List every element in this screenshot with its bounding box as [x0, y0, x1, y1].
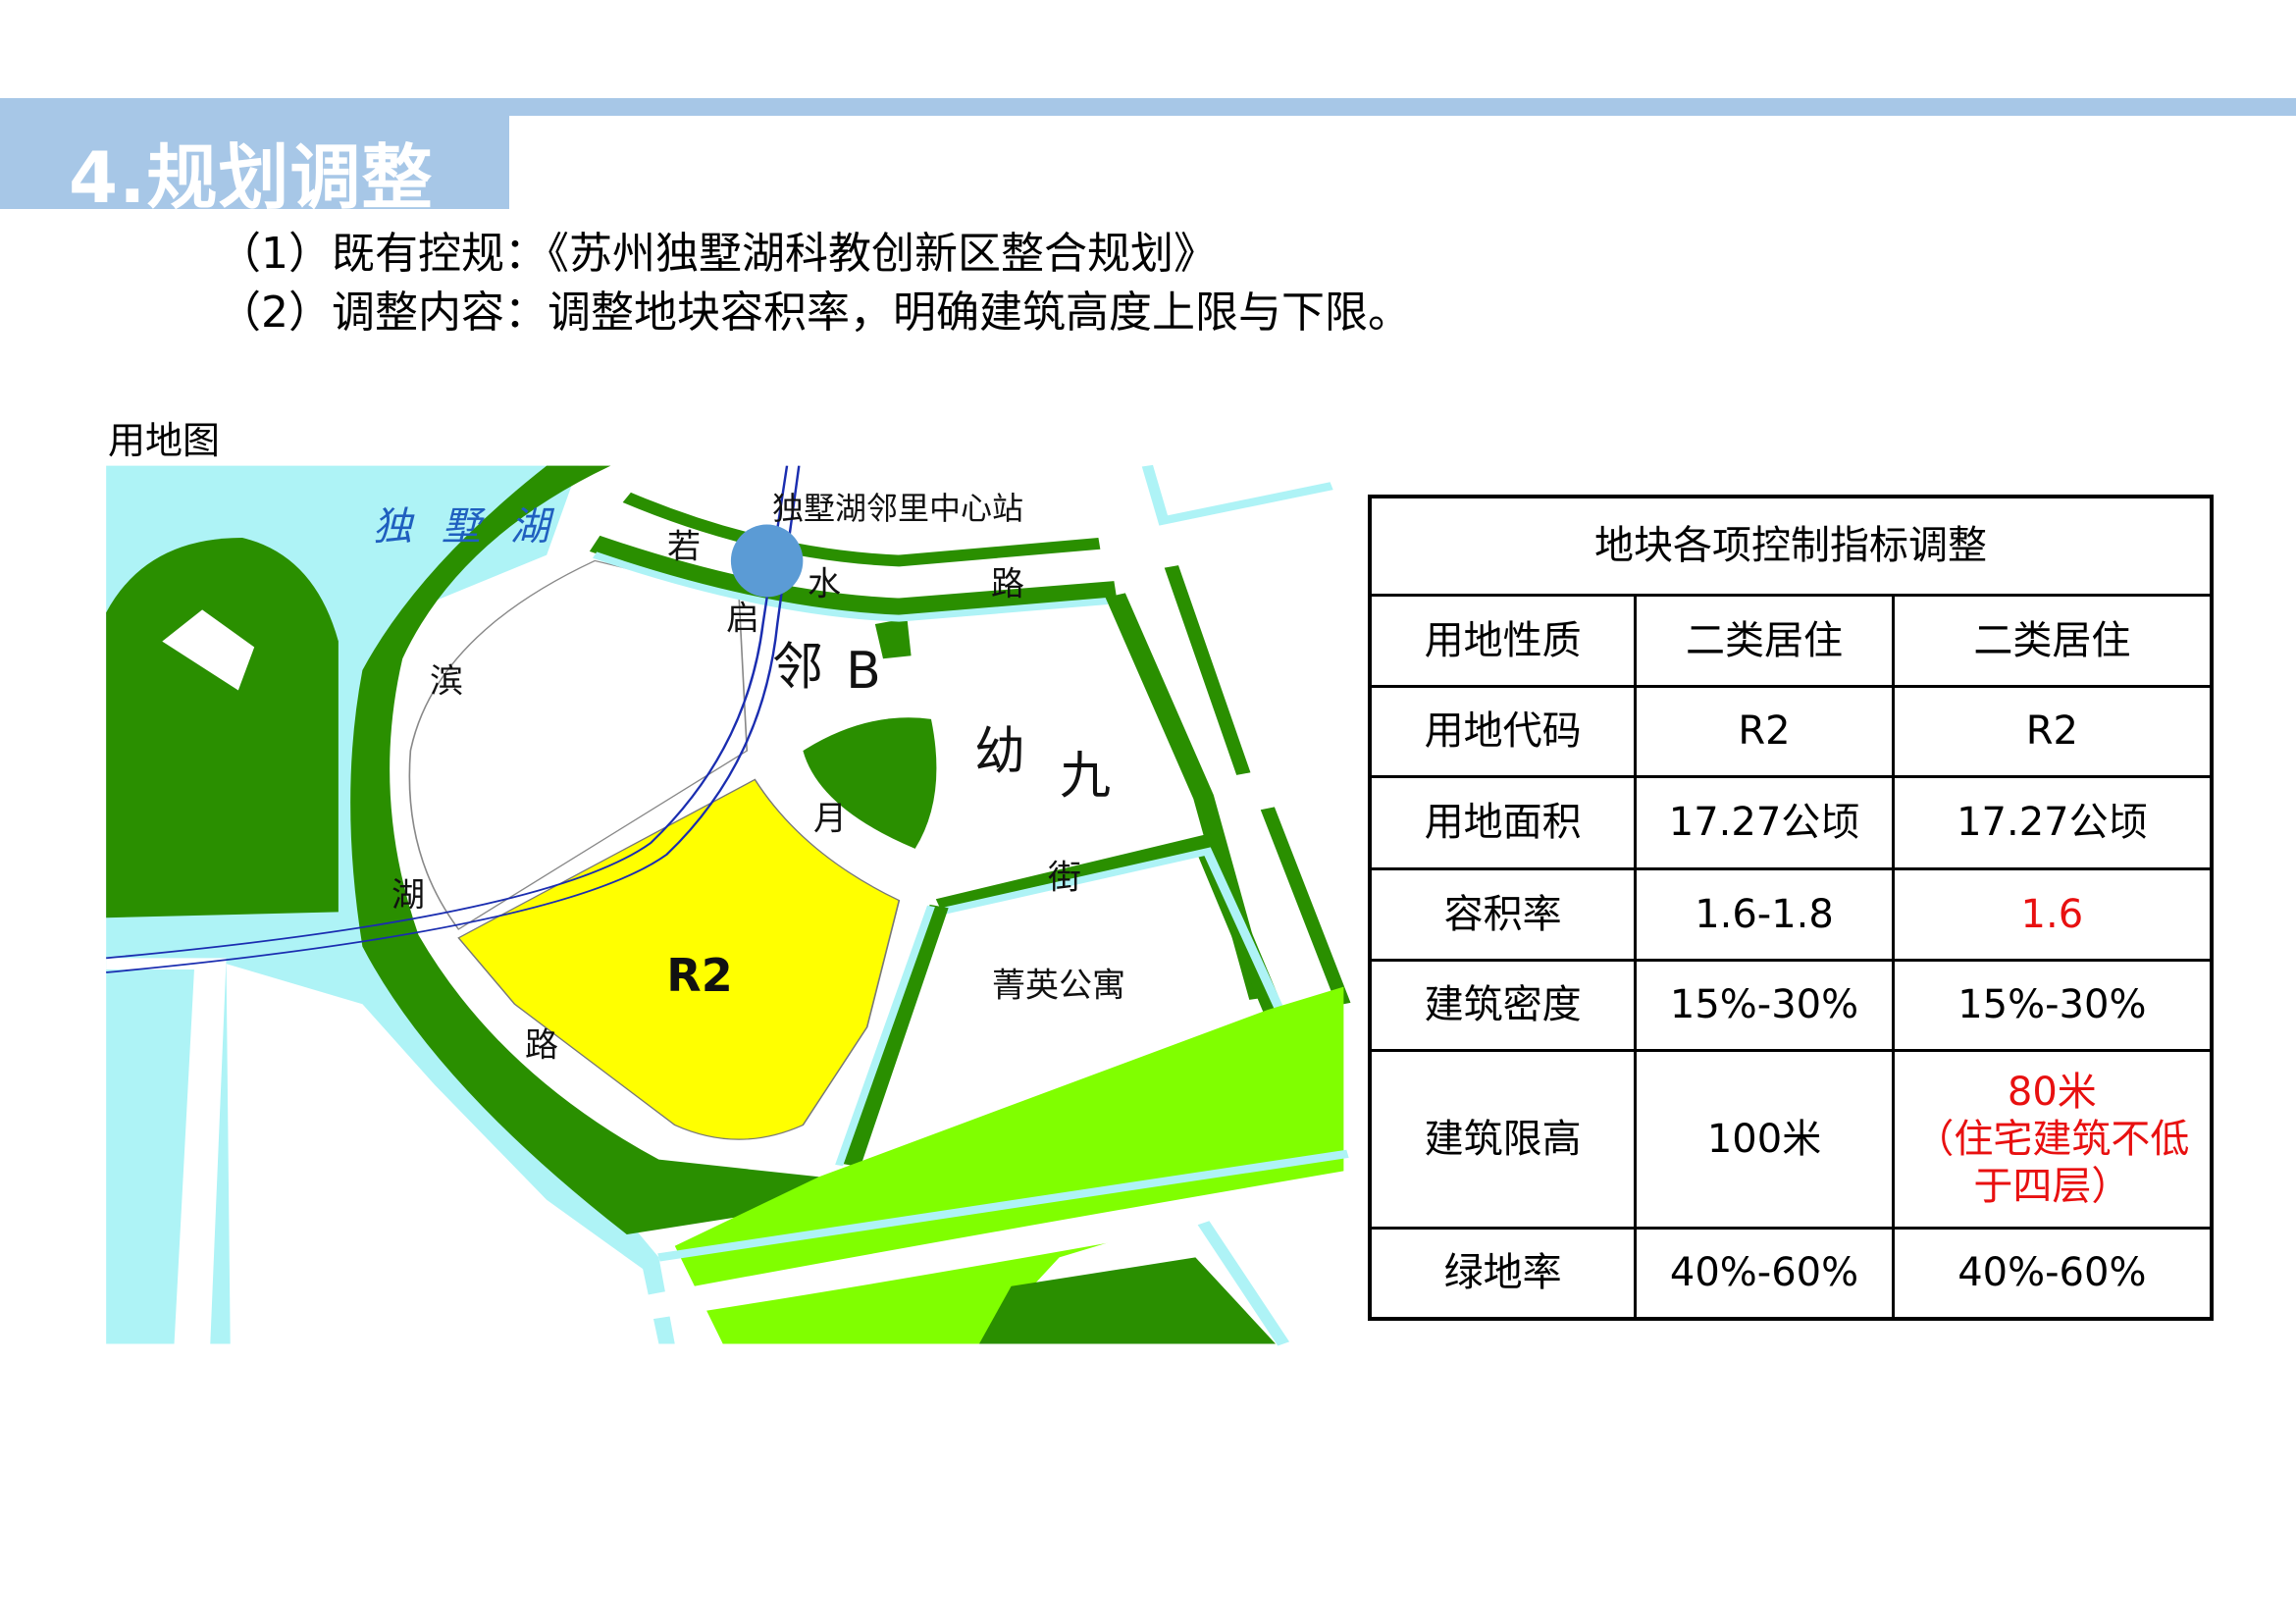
parcel-label: 九 — [1059, 747, 1112, 807]
after-value: 15%-30% — [1891, 958, 2214, 1052]
parcel-label: 菁英公寓 — [992, 966, 1125, 1006]
parcel-label: 幼 — [973, 722, 1026, 782]
water-lower — [226, 964, 659, 1344]
road-char: 启 — [726, 599, 759, 639]
header-bar — [0, 98, 2296, 116]
row-label: 用地面积 — [1368, 774, 1638, 870]
water-strip-left — [106, 958, 227, 1344]
island-green — [106, 538, 339, 918]
title-block — [0, 116, 509, 209]
road-char: 湖 — [391, 875, 425, 916]
neighbour-green — [874, 618, 912, 659]
road-char: 水 — [808, 564, 841, 604]
table-row: 用地面积 17.27公顷 17.27公顷 — [1368, 774, 2214, 870]
south-road-edge — [657, 1149, 1349, 1262]
row-label: 建筑限高 — [1368, 1048, 1638, 1230]
parcel-label: 邻 — [771, 638, 824, 698]
station-label: 独墅湖邻里中心站 — [771, 490, 1024, 527]
page-title: 4.规划调整 — [69, 136, 434, 219]
island-building — [162, 609, 255, 691]
road-edge-south-water — [835, 905, 935, 1167]
height-limit: 80米 — [2007, 1069, 2097, 1115]
south-green — [978, 1257, 1276, 1344]
height-note: （住宅建筑不低于四层） — [1914, 1116, 2190, 1209]
road-edge-far-east2 — [1164, 565, 1351, 1006]
before-value: 15%-30% — [1634, 958, 1895, 1052]
before-value: 100米 — [1634, 1048, 1895, 1230]
row-label: 绿地率 — [1368, 1226, 1638, 1321]
after-value: 1.6 — [1891, 866, 2214, 962]
row-label: 容积率 — [1368, 866, 1638, 962]
table-row: 用地代码 R2 R2 — [1368, 684, 2214, 778]
map-graphic — [106, 464, 1351, 1346]
park-green — [674, 986, 1344, 1344]
canal-south — [1197, 1221, 1290, 1346]
parcel-label: B — [846, 642, 881, 701]
center-green — [803, 717, 937, 849]
before-value: 17.27公顷 — [1634, 774, 1895, 870]
road-char: 路 — [525, 1025, 558, 1066]
lake-label: 独墅湖 — [373, 504, 579, 550]
row-label: 用地性质 — [1368, 593, 1638, 688]
road-edge-far-east — [1141, 464, 1333, 526]
table-row: 用地性质 二类居住 二类居住 — [1368, 593, 2214, 688]
after-value: 80米 （住宅建筑不低于四层） — [1891, 1048, 2214, 1230]
r2-label: R2 — [666, 949, 733, 1002]
table-row: 容积率 1.6-1.8 1.6 — [1368, 866, 2214, 962]
after-value: R2 — [1891, 684, 2214, 778]
south-road — [394, 1171, 1344, 1344]
table-row: 建筑密度 15%-30% 15%-30% — [1368, 958, 2214, 1052]
road-char: 滨 — [430, 661, 463, 702]
table-row: 建筑限高 100米 80米 （住宅建筑不低于四层） — [1368, 1048, 2214, 1230]
after-value: 40%-60% — [1891, 1226, 2214, 1321]
map-caption: 用地图 — [108, 419, 221, 462]
before-value: R2 — [1634, 684, 1895, 778]
after-value: 二类居住 — [1891, 593, 2214, 688]
before-value: 二类居住 — [1634, 593, 1895, 688]
before-value: 40%-60% — [1634, 1226, 1895, 1321]
road-char: 月 — [813, 799, 847, 839]
metro-line-1 — [106, 465, 789, 960]
table-row: 绿地率 40%-60% 40%-60% — [1368, 1226, 2214, 1321]
ring-interior — [408, 559, 749, 930]
r2-parcel — [457, 778, 901, 1140]
intro-line-2: （2）调整内容：调整地块容积率，明确建筑高度上限与下限。 — [218, 288, 1411, 338]
land-use-map: 独墅湖 独墅湖邻里中心站 若 水 路 启 邻 B 幼 九 滨 月 街 湖 R2 … — [98, 451, 1354, 1354]
road-edge-north-water — [593, 551, 1109, 622]
green-belt — [350, 465, 819, 1234]
control-indicators-table: 地块各项控制指标调整 用地性质 二类居住 二类居住 用地代码 R2 R2 用地面积 17.… — [1368, 495, 2214, 1321]
table-title: 地块各项控制指标调整 — [1368, 495, 2214, 597]
row-label: 用地代码 — [1368, 684, 1638, 778]
road-char: 若 — [667, 527, 701, 567]
after-value: 17.27公顷 — [1891, 774, 2214, 870]
road-edge-south — [841, 904, 949, 1168]
metro-line-2 — [106, 465, 801, 973]
before-value: 1.6-1.8 — [1634, 866, 1895, 962]
road-char: 街 — [1048, 858, 1081, 898]
row-label: 建筑密度 — [1368, 958, 1638, 1052]
station-marker — [730, 524, 804, 598]
intro-line-1: （1）既有控规：《苏州独墅湖科教创新区整合规划》 — [218, 229, 1217, 279]
road-char: 路 — [991, 564, 1024, 604]
